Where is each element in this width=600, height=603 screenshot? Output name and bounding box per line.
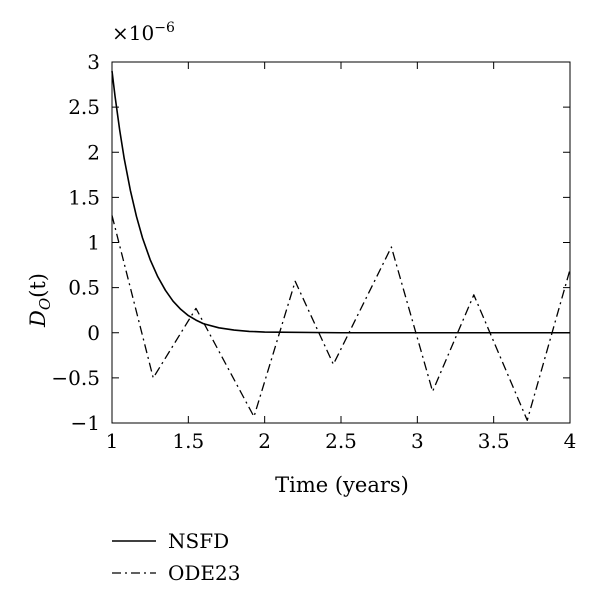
- legend: NSFD ODE23: [112, 529, 240, 585]
- y-multiplier-base: ×10: [112, 21, 154, 45]
- y-axis-label: DO(t): [26, 273, 54, 328]
- x-tick-label: 2.5: [325, 429, 357, 453]
- plot-frame: [111, 61, 571, 424]
- legend-label-ode23: ODE23: [168, 561, 240, 585]
- plot-border: [111, 61, 571, 424]
- y-tick-label: 0: [87, 321, 100, 345]
- y-axis-label-sub: O: [36, 298, 54, 310]
- y-tick-label: 1.5: [68, 185, 100, 209]
- y-tick-label: −1: [71, 411, 100, 435]
- y-tick-label: 1: [87, 231, 100, 255]
- y-tick-label: −0.5: [51, 366, 100, 390]
- x-tick-label: 4: [564, 429, 577, 453]
- x-tick-label: 2: [258, 429, 271, 453]
- y-multiplier: ×10−6: [112, 20, 175, 45]
- series-lines: [111, 70, 571, 421]
- series-line-nsfd: [111, 70, 570, 334]
- y-tick-label: 0.5: [68, 276, 100, 300]
- y-tick-label: 2.5: [68, 95, 100, 119]
- x-tick-label: 1.5: [172, 429, 204, 453]
- x-tick-label: 3.5: [478, 429, 510, 453]
- tick-labels: 1 1.5 2 2.5 3 3.5 4 −1 −0.5 0 0.5 1 1.5 2 2.5 3: [51, 50, 576, 453]
- x-tick-label: 1: [106, 429, 119, 453]
- y-tick-label: 3: [87, 50, 100, 74]
- series-line-ode23: [111, 215, 571, 421]
- legend-label-nsfd: NSFD: [168, 529, 229, 553]
- y-axis-label-main: D: [26, 310, 50, 328]
- ticks: [111, 61, 571, 424]
- y-multiplier-exponent: −6: [154, 20, 175, 36]
- x-axis-label: Time (years): [275, 473, 409, 497]
- x-tick-label: 3: [411, 429, 424, 453]
- y-tick-label: 2: [87, 140, 100, 164]
- y-axis-label-arg: (t): [26, 273, 50, 298]
